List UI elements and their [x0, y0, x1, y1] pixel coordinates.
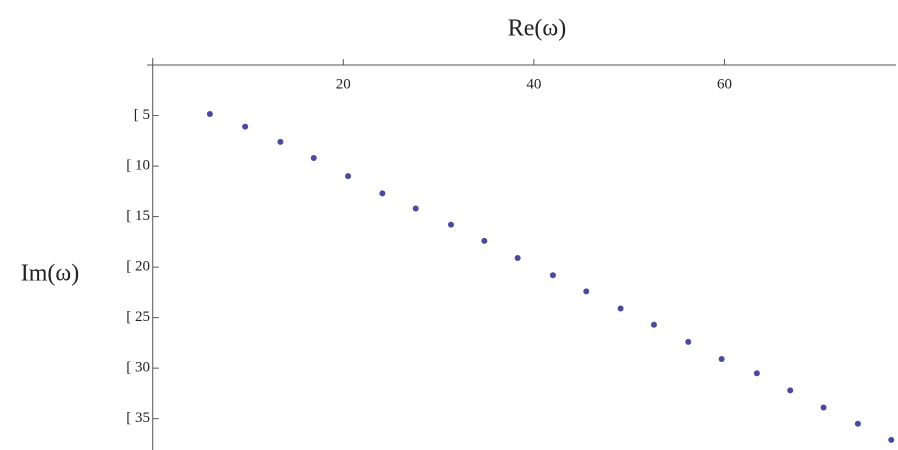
point — [481, 238, 487, 244]
point — [754, 370, 760, 376]
point — [448, 222, 454, 228]
point — [379, 190, 385, 196]
y-tick-label: [ 5 — [134, 107, 150, 123]
point — [855, 421, 861, 427]
point — [787, 387, 793, 393]
point — [413, 206, 419, 212]
point — [618, 306, 624, 312]
y-tick-label: [ 15 — [126, 208, 150, 224]
point — [651, 322, 657, 328]
point — [277, 139, 283, 145]
x-tick-label: 40 — [526, 76, 541, 92]
point — [685, 339, 691, 345]
point — [719, 356, 725, 362]
point — [550, 272, 556, 278]
point — [515, 255, 521, 261]
chart: Re(ω) Im(ω) 20 40 60 [ 5 [ 10 [ 15 [ 20 [ 25 [ 3… — [0, 0, 898, 450]
x-tick-label: 20 — [336, 76, 351, 92]
point — [583, 288, 589, 294]
y-tick-label: [ 30 — [126, 360, 150, 376]
x-axis-title: Re(ω) — [508, 16, 566, 42]
x-tick-label: 60 — [717, 76, 732, 92]
point — [242, 124, 248, 130]
y-tick-label: [ 35 — [126, 410, 150, 426]
y-tick-label: [ 20 — [126, 259, 150, 275]
y-tick-label: [ 10 — [126, 158, 150, 174]
point — [345, 173, 351, 179]
point — [888, 437, 894, 443]
point — [207, 111, 213, 117]
point — [821, 405, 827, 411]
point — [311, 155, 317, 161]
y-tick-label: [ 25 — [126, 309, 150, 325]
y-axis-title: Im(ω) — [21, 261, 79, 287]
